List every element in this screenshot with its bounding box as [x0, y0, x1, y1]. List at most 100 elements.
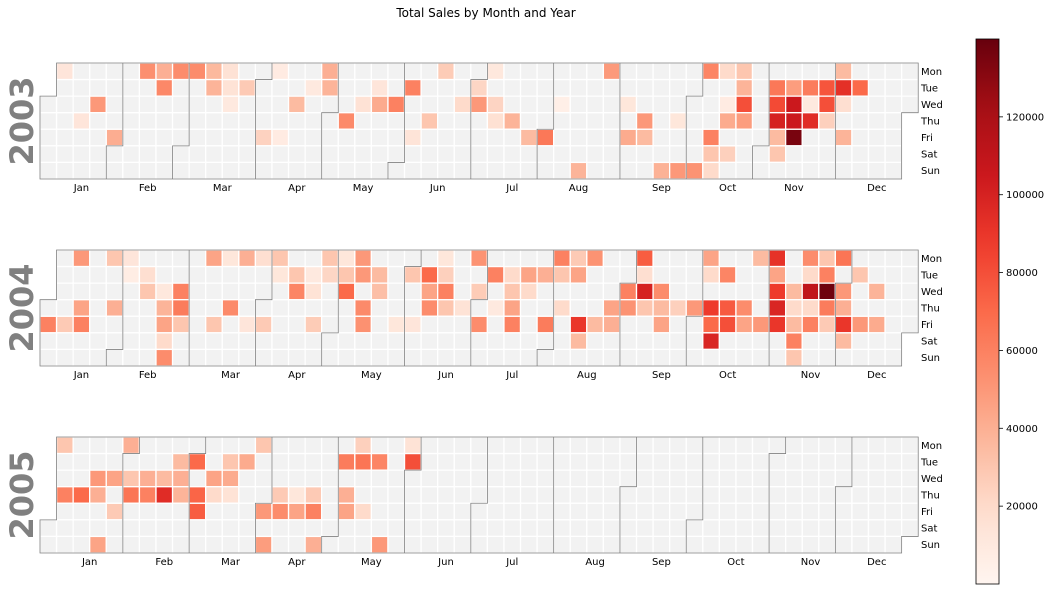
- empty-cell: [106, 267, 123, 284]
- empty-cell: [123, 300, 140, 317]
- empty-cell: [438, 333, 455, 350]
- empty-cell: [885, 300, 902, 317]
- empty-cell: [620, 454, 637, 471]
- empty-cell: [487, 316, 504, 333]
- empty-cell: [736, 146, 753, 163]
- weekday-label: Sat: [921, 524, 937, 535]
- empty-cell: [819, 437, 836, 454]
- heat-cell: [835, 283, 852, 300]
- empty-cell: [769, 333, 786, 350]
- heat-cell: [272, 503, 289, 520]
- heat-cell: [670, 300, 687, 317]
- empty-cell: [156, 146, 173, 163]
- heat-cell: [322, 250, 339, 267]
- empty-cell: [819, 162, 836, 179]
- heat-cell: [305, 503, 322, 520]
- empty-cell: [322, 316, 339, 333]
- empty-cell: [637, 349, 654, 366]
- empty-cell: [355, 536, 372, 553]
- empty-cell: [454, 333, 471, 350]
- empty-cell: [73, 96, 90, 113]
- empty-cell: [289, 113, 306, 130]
- empty-cell: [421, 316, 438, 333]
- heat-cell: [637, 129, 654, 146]
- empty-cell: [885, 470, 902, 487]
- heat-cell: [521, 129, 538, 146]
- empty-cell: [471, 267, 488, 284]
- empty-cell: [620, 520, 637, 537]
- empty-cell: [139, 162, 156, 179]
- empty-cell: [438, 80, 455, 97]
- empty-cell: [786, 487, 803, 504]
- heat-cell: [736, 96, 753, 113]
- empty-cell: [769, 162, 786, 179]
- heat-cell: [537, 316, 554, 333]
- empty-cell: [388, 129, 405, 146]
- heat-cell: [587, 250, 604, 267]
- empty-cell: [686, 113, 703, 130]
- empty-cell: [106, 316, 123, 333]
- empty-cell: [173, 520, 190, 537]
- empty-cell: [504, 487, 521, 504]
- empty-cell: [338, 146, 355, 163]
- heat-cell: [156, 300, 173, 317]
- empty-cell: [156, 129, 173, 146]
- empty-cell: [123, 80, 140, 97]
- empty-cell: [156, 454, 173, 471]
- empty-cell: [736, 267, 753, 284]
- empty-cell: [736, 536, 753, 553]
- heat-cell: [123, 470, 140, 487]
- heat-cell: [487, 96, 504, 113]
- weekday-label: Fri: [921, 133, 933, 144]
- heat-cell: [255, 316, 272, 333]
- heat-cell: [222, 63, 239, 80]
- empty-cell: [603, 80, 620, 97]
- empty-cell: [902, 80, 919, 97]
- empty-cell: [471, 63, 488, 80]
- heat-cell: [239, 80, 256, 97]
- heat-cell: [786, 316, 803, 333]
- empty-cell: [206, 349, 223, 366]
- empty-cell: [504, 162, 521, 179]
- heat-cell: [355, 454, 372, 471]
- empty-cell: [653, 503, 670, 520]
- empty-cell: [537, 146, 554, 163]
- heat-cell: [305, 316, 322, 333]
- empty-cell: [769, 536, 786, 553]
- empty-cell: [156, 536, 173, 553]
- empty-cell: [686, 63, 703, 80]
- heat-cell: [189, 63, 206, 80]
- empty-cell: [753, 454, 770, 471]
- empty-cell: [603, 113, 620, 130]
- empty-cell: [753, 487, 770, 504]
- empty-cell: [603, 146, 620, 163]
- empty-cell: [471, 113, 488, 130]
- colorbar-tick-label: 100000: [1006, 190, 1044, 201]
- empty-cell: [355, 333, 372, 350]
- heat-cell: [554, 267, 571, 284]
- empty-cell: [189, 520, 206, 537]
- empty-cell: [388, 454, 405, 471]
- empty-cell: [189, 300, 206, 317]
- empty-cell: [786, 63, 803, 80]
- month-label: Oct: [727, 557, 744, 568]
- empty-cell: [421, 487, 438, 504]
- empty-cell: [139, 349, 156, 366]
- empty-cell: [438, 316, 455, 333]
- empty-cell: [753, 146, 770, 163]
- heat-cell: [57, 316, 74, 333]
- heat-cell: [769, 113, 786, 130]
- empty-cell: [852, 487, 869, 504]
- empty-cell: [537, 520, 554, 537]
- heat-cell: [438, 267, 455, 284]
- heat-cell: [338, 283, 355, 300]
- empty-cell: [620, 536, 637, 553]
- empty-cell: [620, 80, 637, 97]
- heat-cell: [653, 316, 670, 333]
- empty-cell: [305, 146, 322, 163]
- month-label: Jun: [437, 370, 454, 381]
- empty-cell: [885, 96, 902, 113]
- empty-cell: [106, 283, 123, 300]
- empty-cell: [73, 536, 90, 553]
- colorbar-tick-label: 60000: [1006, 346, 1038, 357]
